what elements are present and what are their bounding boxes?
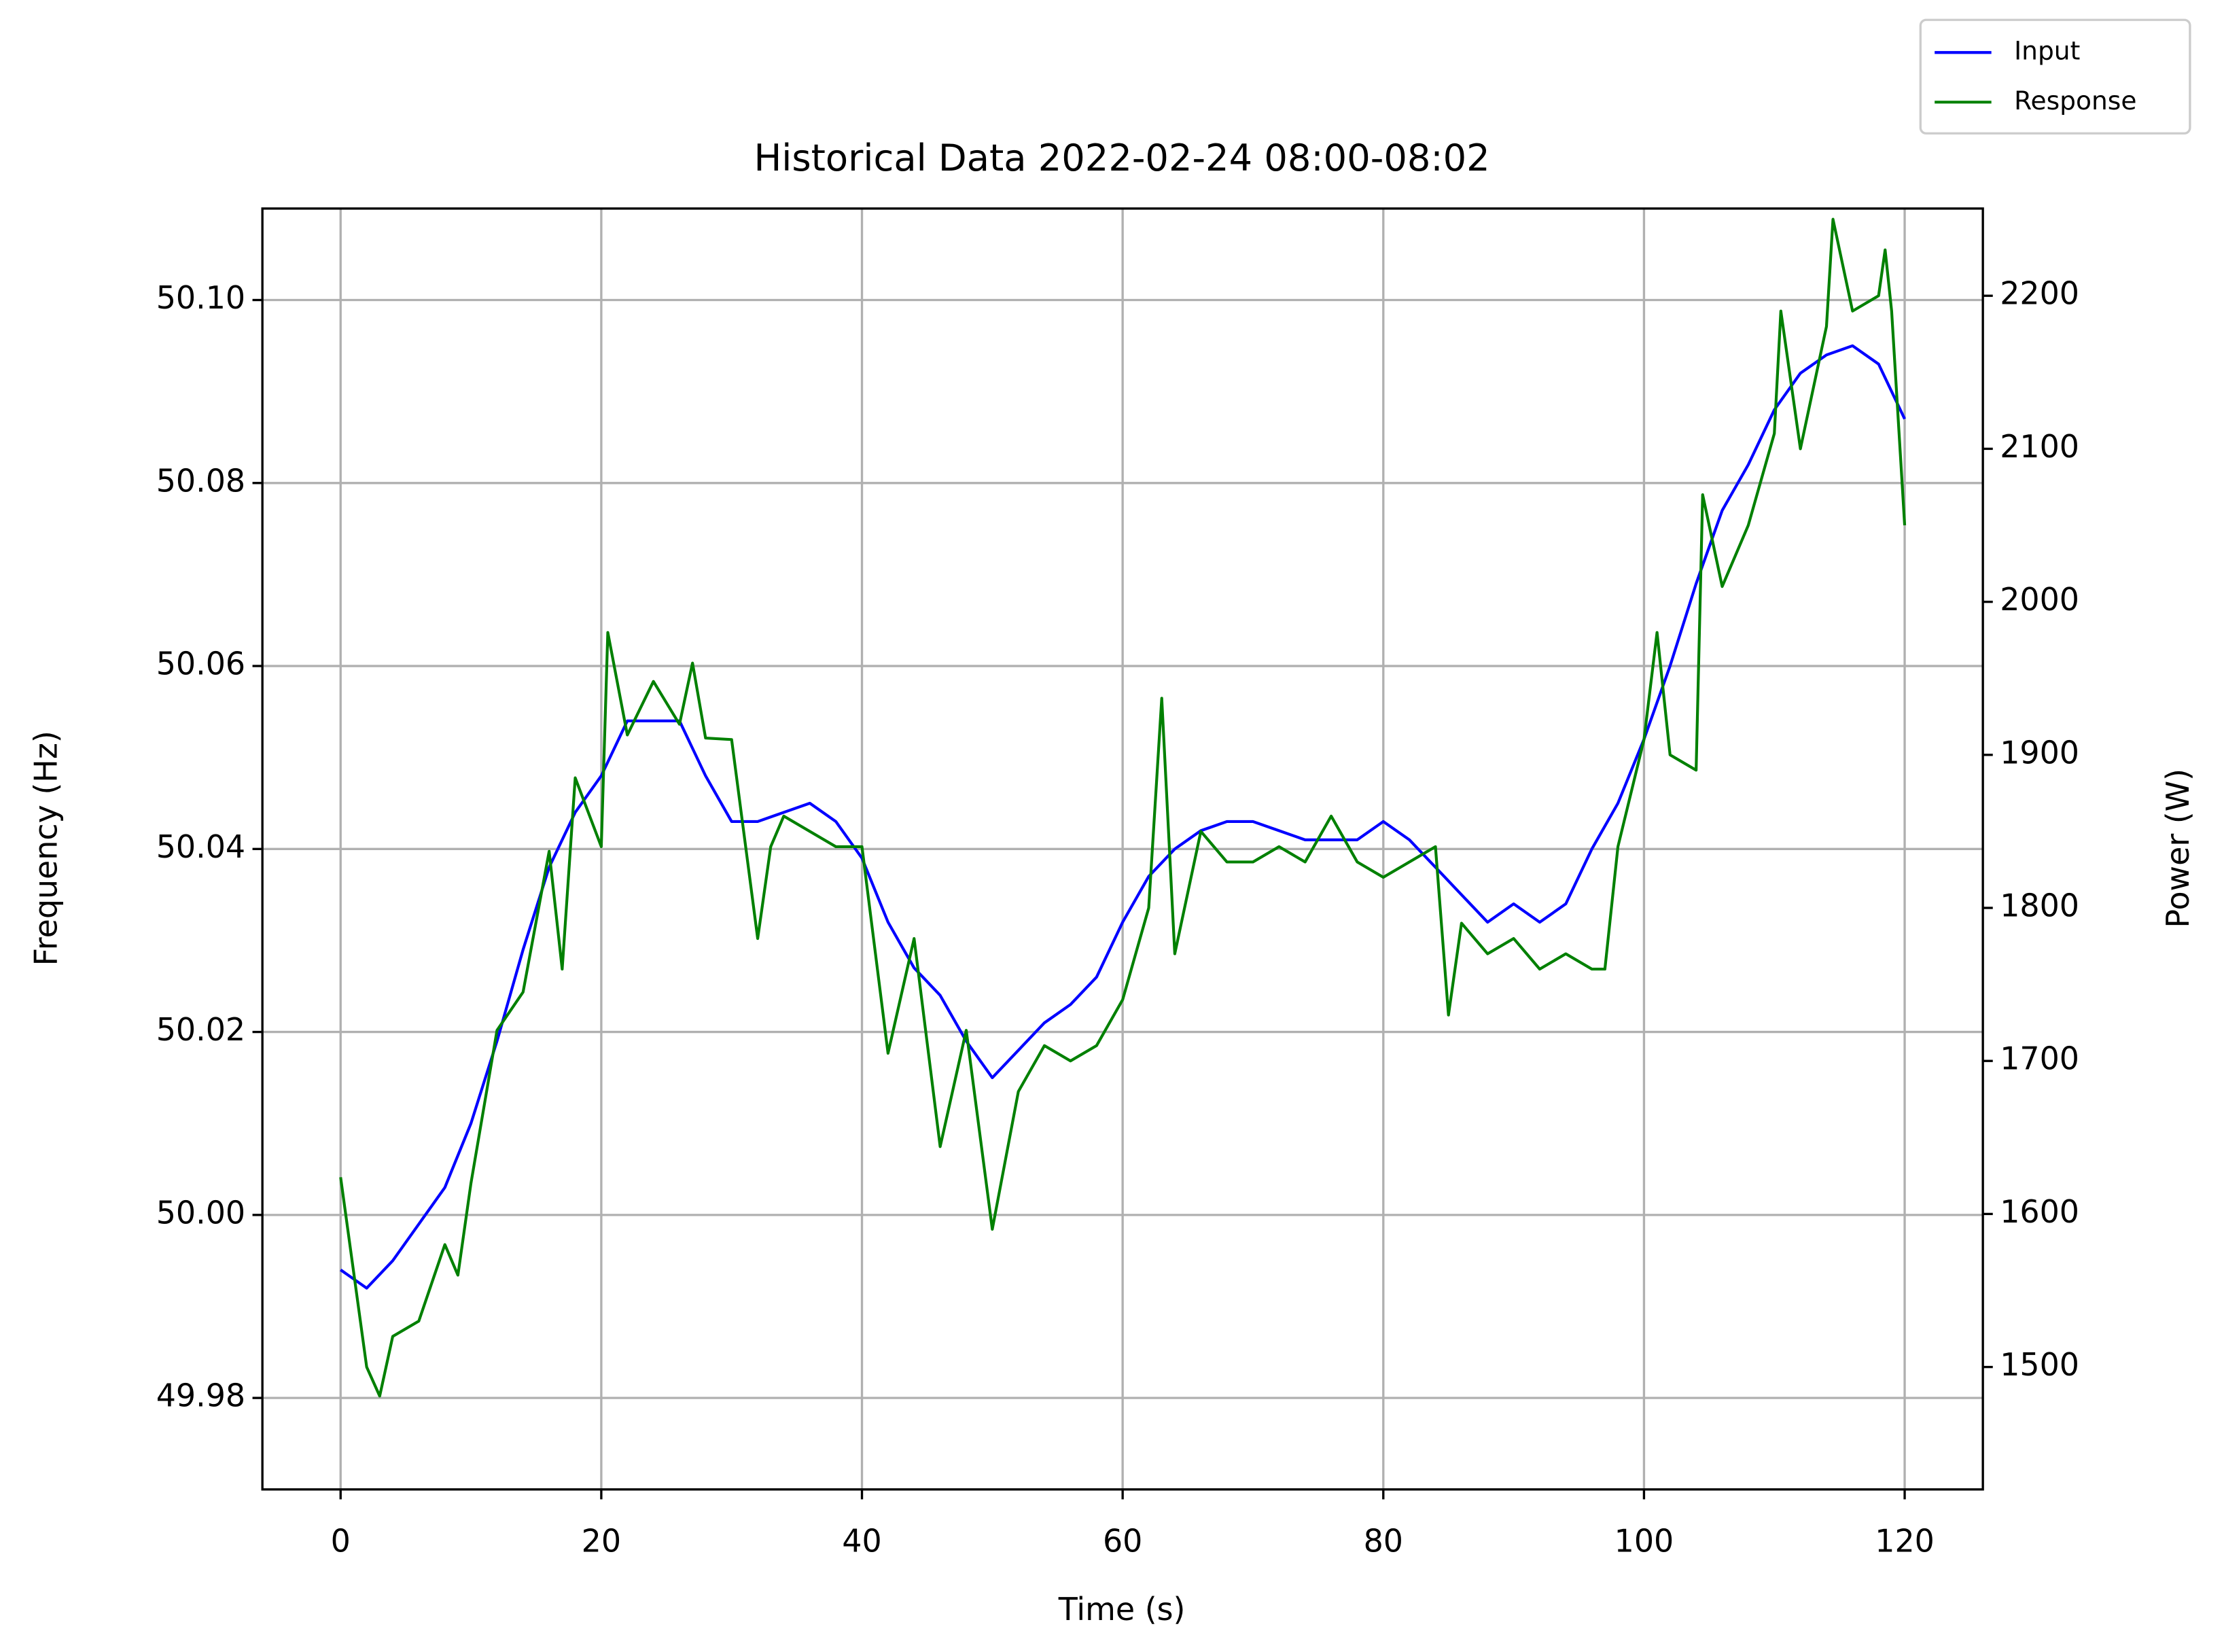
x-tick-label: 80	[1364, 1523, 1403, 1560]
series-line	[339, 217, 1907, 1398]
y2-tick-label: 1800	[2000, 887, 2079, 924]
x-tick-label: 20	[582, 1523, 621, 1560]
y-axis-label: Frequency (Hz)	[27, 731, 64, 966]
legend: Input Response	[1919, 18, 2191, 135]
y2-tick-label: 1500	[2000, 1346, 2079, 1383]
y-tick-label: 49.98	[156, 1377, 245, 1414]
legend-box	[1919, 18, 2191, 135]
x-tick-label: 100	[1614, 1523, 1674, 1560]
y-tick-label: 50.02	[156, 1011, 245, 1048]
y2-tick-label: 1700	[2000, 1040, 2079, 1077]
y-tick-label: 50.04	[156, 828, 245, 865]
y-tick-label: 50.00	[156, 1194, 245, 1231]
x-axis-label: Time (s)	[1058, 1591, 1186, 1628]
y2-tick-label: 2200	[2000, 275, 2079, 312]
y-tick-label: 50.06	[156, 646, 245, 682]
x-tick-label: 60	[1103, 1523, 1142, 1560]
x-tick-label: 40	[842, 1523, 881, 1560]
x-tick-label: 0	[331, 1523, 351, 1560]
plot-frame	[261, 207, 1984, 1491]
y2-axis-label: Power (W)	[2159, 769, 2196, 928]
y-tick-label: 50.10	[156, 279, 245, 316]
y-tick-label: 50.08	[156, 462, 245, 499]
y2-tick-label: 2100	[2000, 428, 2079, 465]
y2-tick-label: 1600	[2000, 1193, 2079, 1230]
y2-tick-label: 1900	[2000, 734, 2079, 771]
legend-label: Response	[2014, 86, 2136, 116]
x-tick-label: 120	[1875, 1523, 1935, 1560]
legend-label: Input	[2014, 36, 2080, 66]
y2-tick-label: 2000	[2000, 581, 2079, 618]
chart-title: Historical Data 2022-02-24 08:00-08:02	[754, 137, 1489, 179]
